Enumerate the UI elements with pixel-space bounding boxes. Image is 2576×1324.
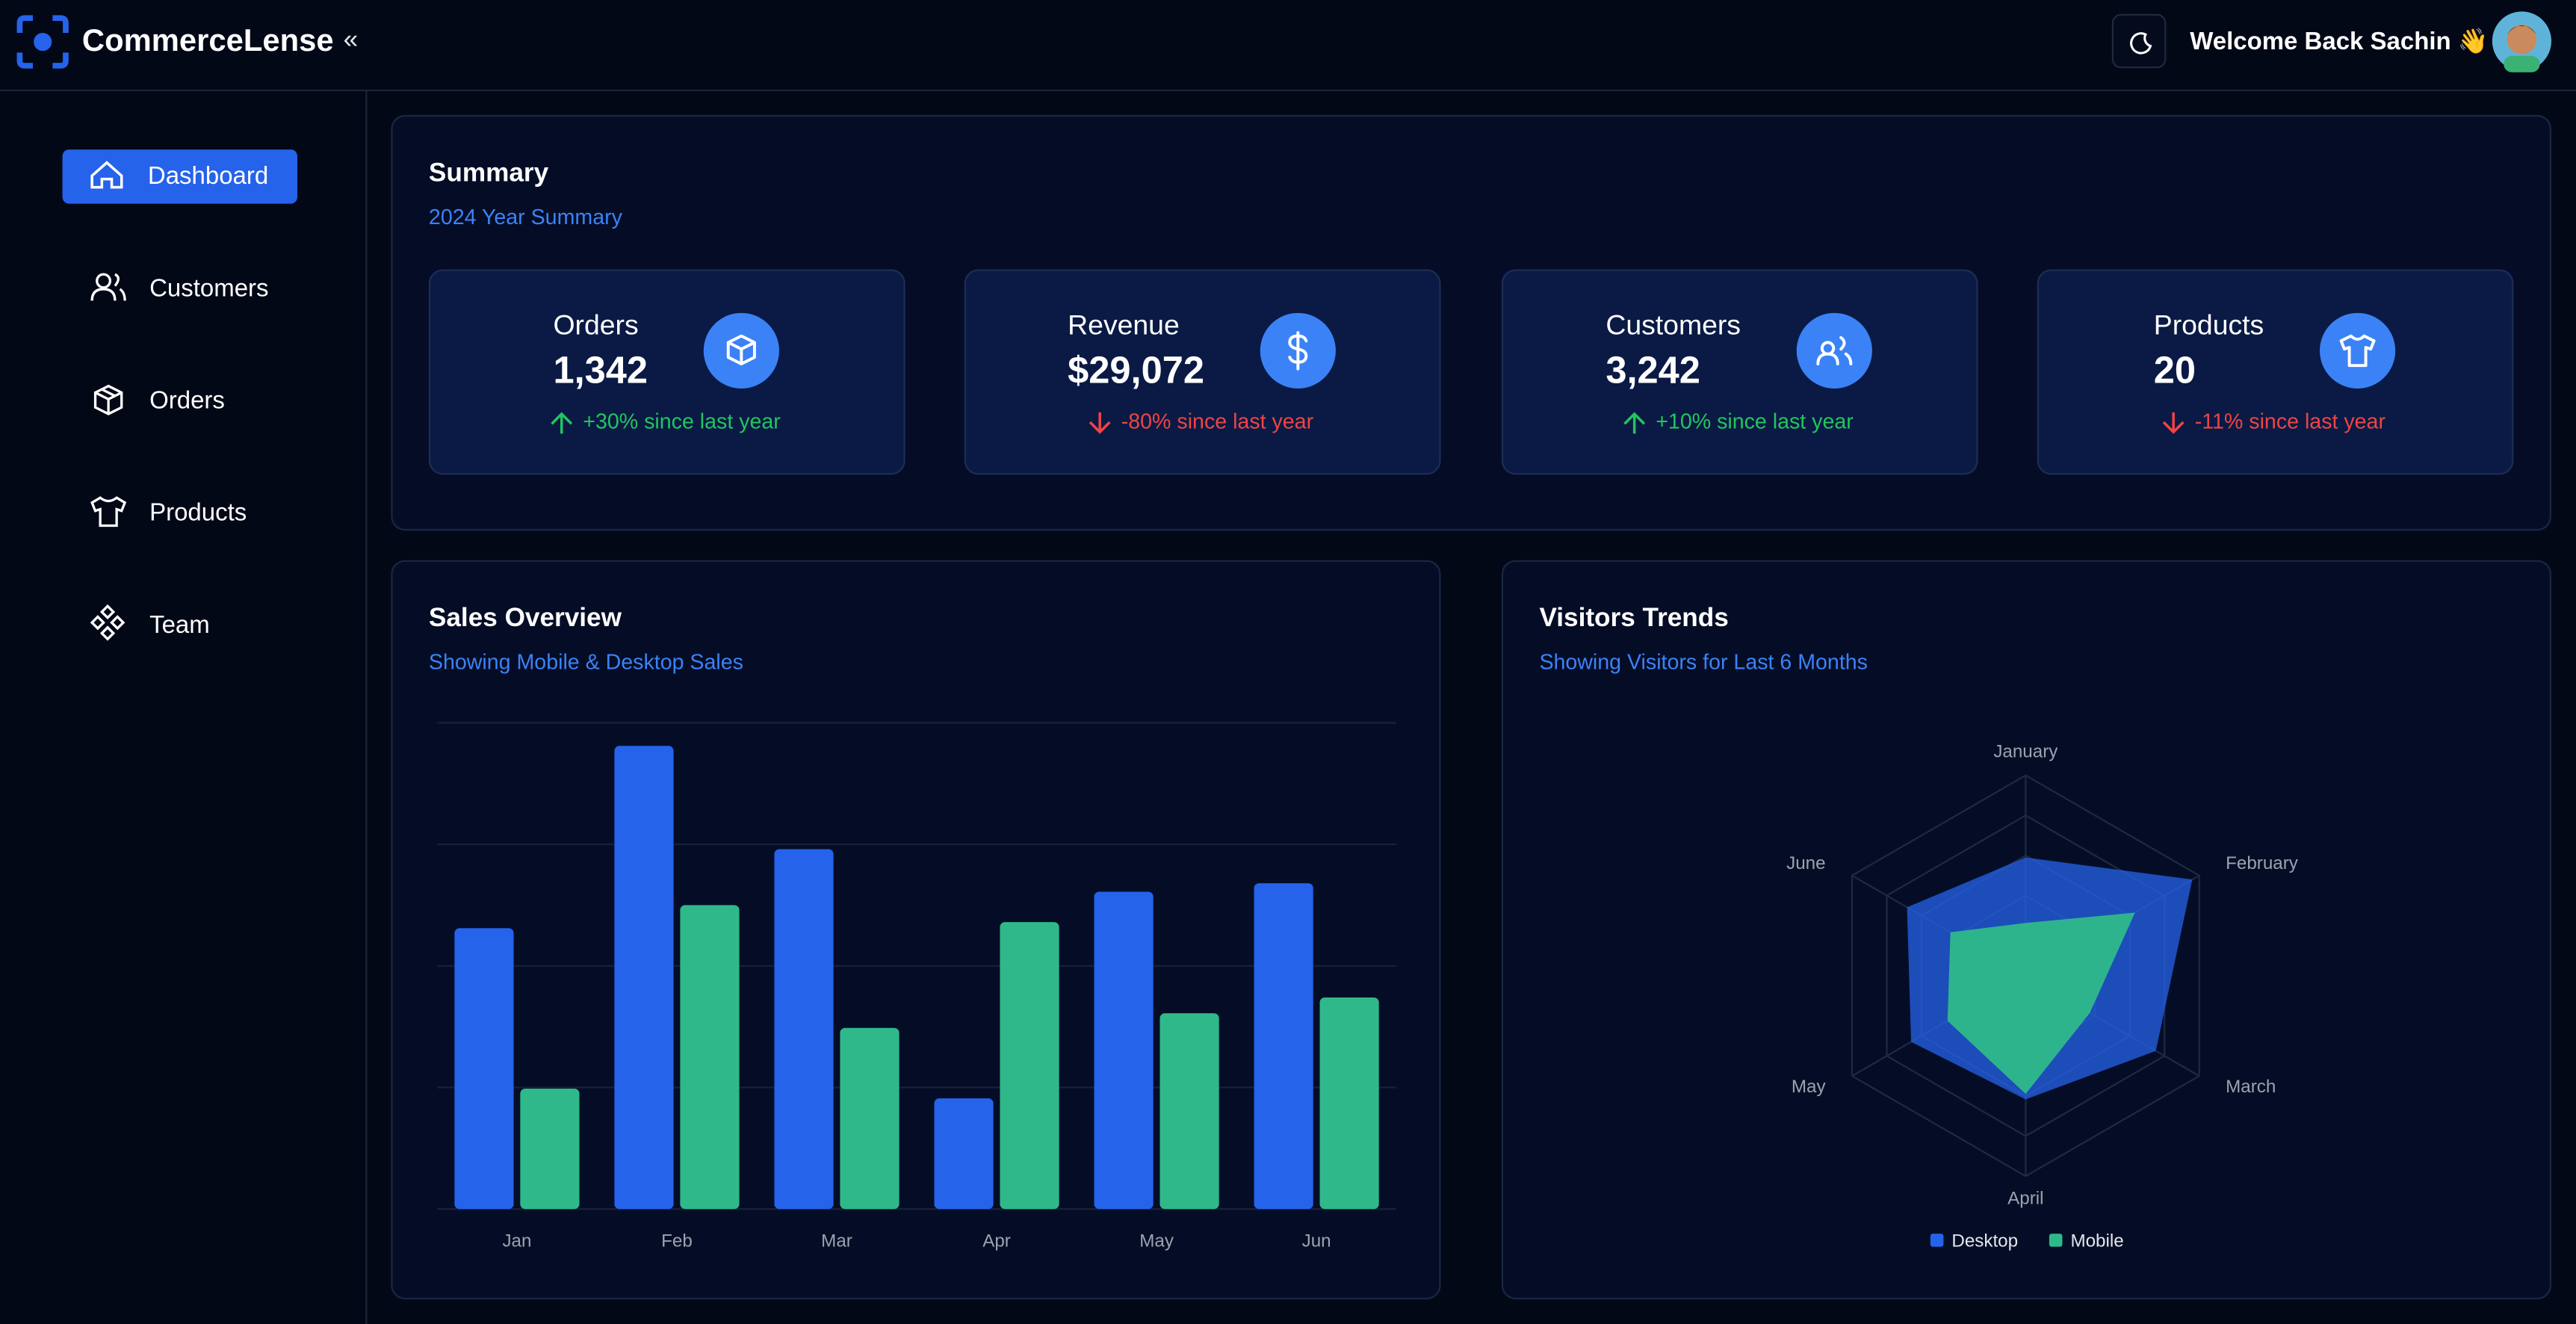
x-tick-label: Jun: [1302, 1231, 1331, 1251]
stat-label: Orders: [553, 309, 638, 340]
chart-title: Sales Overview: [429, 603, 622, 632]
stat-value: 3,242: [1606, 348, 1700, 391]
theme-toggle[interactable]: [2111, 13, 2167, 69]
customers-icon: [90, 273, 126, 301]
stat-value: 1,342: [553, 348, 648, 391]
stat-value: $29,072: [1068, 348, 1204, 391]
nav-item[interactable]: Orders: [149, 386, 225, 413]
axis-label: February: [2226, 853, 2299, 873]
legend-label: Mobile: [2070, 1231, 2123, 1251]
nav-item[interactable]: Team: [149, 610, 210, 638]
stat-icon-bg: [2320, 312, 2396, 389]
summary-cards: Orders 1,342 +30% since last year Revenue $2…: [428, 269, 2514, 475]
axis-label: April: [2007, 1188, 2043, 1208]
nav-item[interactable]: Dashboard: [148, 161, 268, 189]
summary-panel: [391, 114, 2552, 531]
active-nav-bg[interactable]: [62, 149, 298, 204]
x-tick-label: Feb: [661, 1231, 693, 1251]
team-icon: [90, 604, 126, 641]
bar: [1254, 883, 1313, 1210]
stat-label: Revenue: [1068, 309, 1180, 340]
stat-change: -11% since last year: [2195, 410, 2386, 434]
collapse-button[interactable]: «: [344, 25, 359, 54]
stat-change: +30% since last year: [583, 410, 781, 434]
stat-icon: [726, 334, 756, 365]
nav-item[interactable]: Customers: [149, 273, 268, 301]
bar: [614, 746, 674, 1210]
axis-label: March: [2226, 1077, 2276, 1097]
arrow-up: [551, 412, 573, 434]
x-tick-label: May: [1139, 1231, 1174, 1251]
chart-subtitle: Showing Visitors for Last 6 Months: [1539, 651, 1868, 675]
stat-change: -80% since last year: [1121, 410, 1314, 434]
stat-icon: [1816, 335, 1853, 365]
radar-area: [1947, 912, 2135, 1095]
axis-label: May: [1792, 1077, 1827, 1097]
bar: [934, 1098, 994, 1210]
bar: [1159, 1013, 1219, 1210]
sidebar: Dashboard Customers Orders Products Team: [62, 90, 368, 1324]
stat-value: 20: [2154, 348, 2196, 391]
products-icon: [90, 496, 127, 528]
stat-change: +10% since last year: [1656, 410, 1854, 434]
arrow-down: [1089, 412, 1111, 434]
stat-card: [2037, 269, 2514, 475]
avatar[interactable]: [2492, 11, 2552, 72]
x-tick-label: Apr: [982, 1231, 1011, 1251]
axis-label: January: [1993, 741, 2058, 761]
bar: [1094, 891, 1154, 1210]
bar: [454, 928, 514, 1210]
x-tick-label: Mar: [821, 1231, 852, 1251]
bar: [680, 905, 740, 1210]
bar: [774, 849, 834, 1210]
chart-title: Visitors Trends: [1539, 603, 1728, 632]
legend-swatch: [1930, 1234, 1944, 1247]
legend-label: Desktop: [1951, 1231, 2018, 1251]
legend-swatch: [2049, 1234, 2063, 1247]
axis-label: June: [1786, 853, 1825, 873]
summary-subtitle: 2024 Year Summary: [429, 205, 623, 229]
arrow-down: [2162, 412, 2185, 434]
bar: [1000, 922, 1059, 1210]
stat-label: Customers: [1606, 309, 1741, 340]
x-tick-label: Jan: [502, 1231, 531, 1251]
arrow-up: [1623, 412, 1646, 434]
stat-card: [1501, 269, 1978, 475]
nav-item[interactable]: Products: [149, 498, 247, 526]
moon-icon: [2130, 32, 2152, 55]
stat-label: Products: [2154, 309, 2264, 340]
welcome-text: Welcome Back Sachin 👋: [2190, 27, 2489, 56]
bar: [520, 1089, 580, 1210]
stat-icon: [1288, 331, 1308, 371]
bar: [1319, 997, 1379, 1210]
logo: [16, 15, 69, 69]
bar: [840, 1027, 900, 1210]
brand: CommerceLense: [82, 22, 334, 58]
stat-icon: [2339, 334, 2376, 368]
home-icon: [90, 161, 123, 189]
orders-icon: [93, 384, 123, 415]
summary-title: Summary: [429, 158, 549, 187]
header: CommerceLense « Welcome Back Sachin 👋: [0, 11, 2576, 92]
stat-card: [428, 269, 905, 475]
chart-subtitle: Showing Mobile & Desktop Sales: [429, 651, 743, 675]
